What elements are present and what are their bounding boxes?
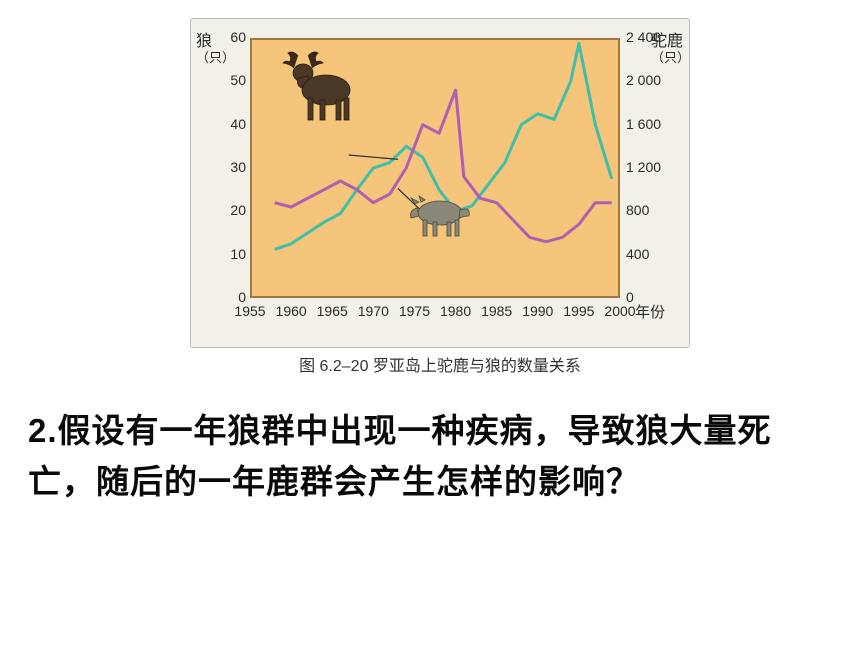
right-axis-unit: （只） xyxy=(651,51,690,65)
question-text: 2.假设有一年狼群中出现一种疾病，导致狼大量死亡，随后的一年鹿群会产生怎样的影响… xyxy=(28,405,820,507)
x-tick: 1975 xyxy=(399,303,430,319)
x-tick: 1990 xyxy=(522,303,553,319)
left-y-tick: 40 xyxy=(216,116,246,132)
x-tick: 1960 xyxy=(276,303,307,319)
wolf-icon xyxy=(405,188,475,243)
left-y-tick: 30 xyxy=(216,159,246,175)
left-y-tick: 10 xyxy=(216,246,246,262)
x-tick: 1980 xyxy=(440,303,471,319)
question-body: 假设有一年狼群中出现一种疾病，导致狼大量死亡，随后的一年鹿群会产生怎样的影响？ xyxy=(28,412,772,500)
x-axis-label: 年份 xyxy=(635,301,665,322)
chart-container: 狼 （只） 驼鹿 （只） 0102030405060 04008001 2001… xyxy=(190,18,690,348)
right-y-tick: 1 600 xyxy=(626,116,671,132)
x-tick: 1995 xyxy=(563,303,594,319)
left-y-tick: 20 xyxy=(216,202,246,218)
left-y-tick: 50 xyxy=(216,72,246,88)
x-tick: 1985 xyxy=(481,303,512,319)
right-y-tick: 1 200 xyxy=(626,159,671,175)
right-y-tick: 2 000 xyxy=(626,72,671,88)
x-tick: 1970 xyxy=(358,303,389,319)
left-axis-unit: （只） xyxy=(196,51,235,65)
chart-caption: 图 6.2–20 罗亚岛上驼鹿与狼的数量关系 xyxy=(190,352,690,376)
moose-icon xyxy=(278,48,363,123)
left-y-tick: 60 xyxy=(216,29,246,45)
question-number: 2. xyxy=(28,412,58,449)
right-y-tick: 800 xyxy=(626,202,671,218)
right-y-tick: 2 400 xyxy=(626,29,671,45)
x-tick: 1955 xyxy=(234,303,265,319)
x-tick: 1965 xyxy=(317,303,348,319)
right-y-tick: 400 xyxy=(626,246,671,262)
x-tick: 2000 xyxy=(604,303,635,319)
